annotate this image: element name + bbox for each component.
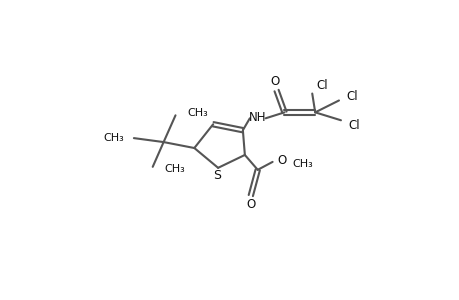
Text: O: O	[277, 154, 286, 167]
Text: Cl: Cl	[315, 79, 327, 92]
Text: CH₃: CH₃	[164, 164, 185, 174]
Text: O: O	[246, 198, 255, 211]
Text: CH₃: CH₃	[103, 133, 124, 143]
Text: NH: NH	[248, 111, 266, 124]
Text: CH₃: CH₃	[292, 159, 313, 169]
Text: O: O	[269, 75, 279, 88]
Text: CH₃: CH₃	[187, 108, 207, 118]
Text: Cl: Cl	[347, 119, 359, 132]
Text: S: S	[213, 169, 221, 182]
Text: Cl: Cl	[345, 90, 357, 103]
